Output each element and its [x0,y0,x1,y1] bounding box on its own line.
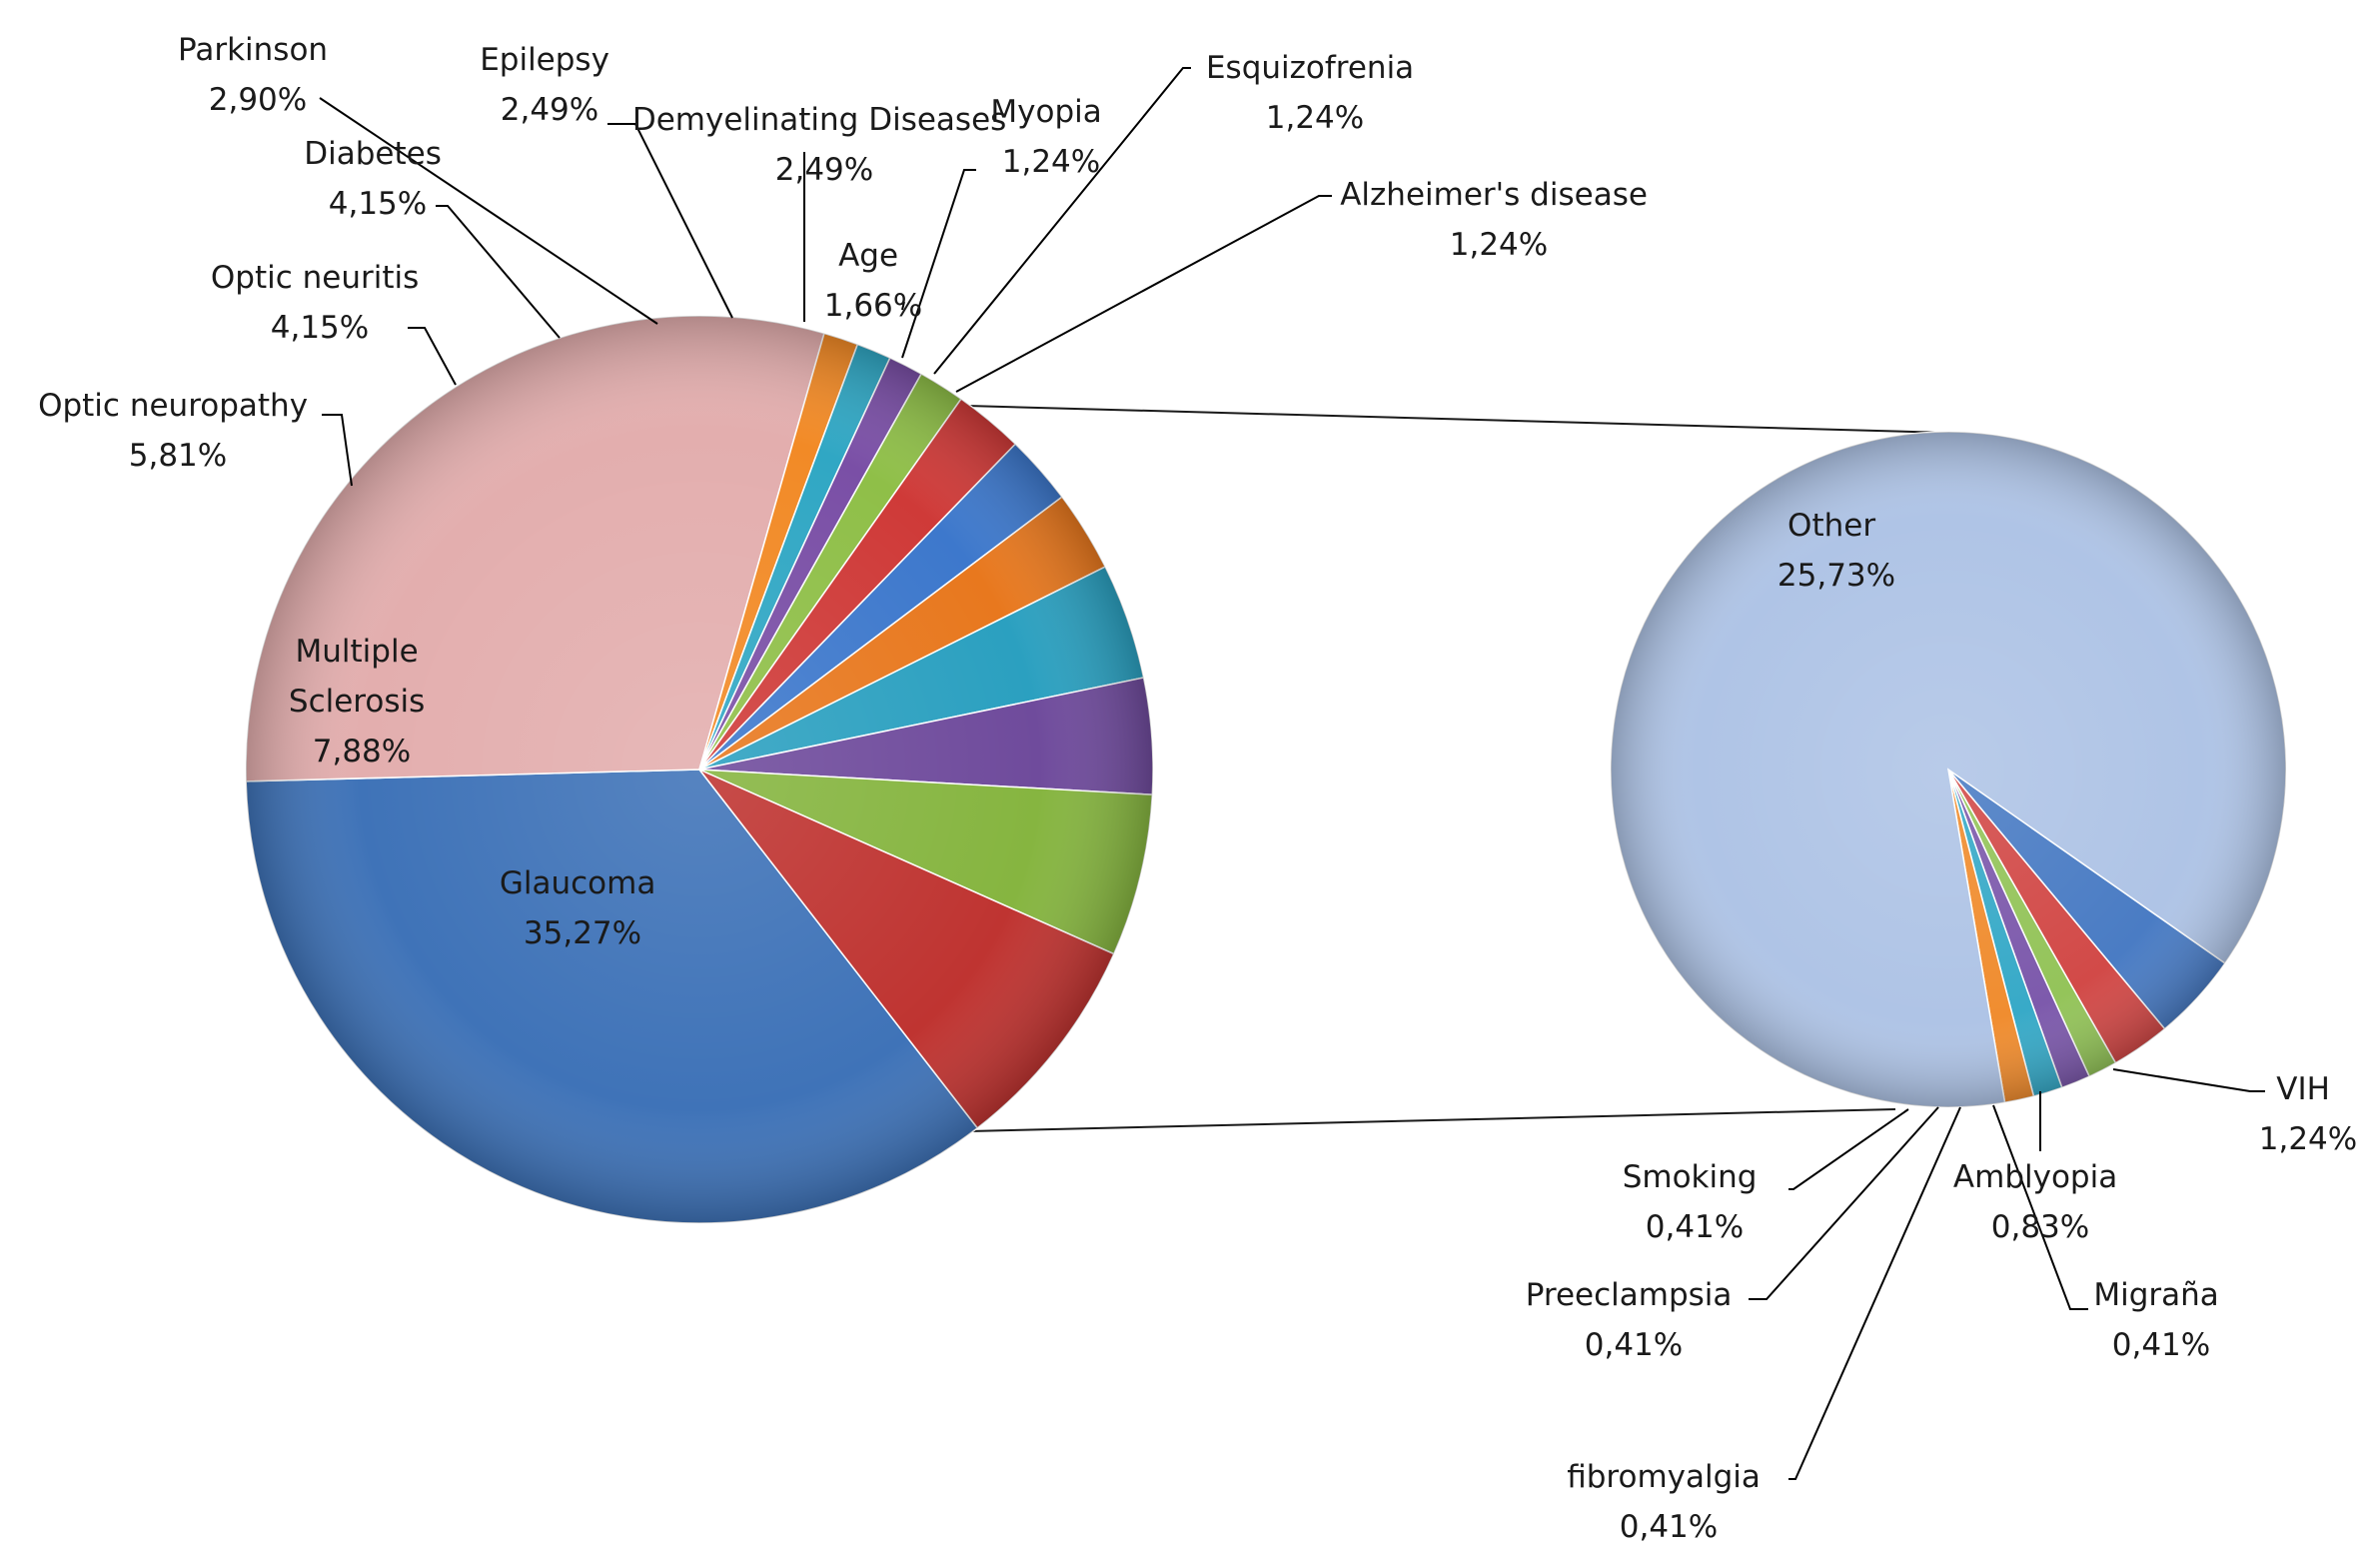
label-multiple-sclerosis-line1: Multiple [296,634,419,670]
label-age-value: 1,66% [824,288,922,324]
label-amblyopia: Amblyopia 0,83% [1953,1159,2127,1245]
label-optic-neuropathy-name: Optic neuropathy [38,388,308,424]
connector-line-top [966,405,1951,434]
label-multiple-sclerosis-value: 7,88% [313,734,411,770]
label-optic-neuritis-name: Optic neuritis [211,260,419,296]
label-diabetes-value: 4,15% [329,186,427,222]
leader-migrana [1992,1104,2088,1310]
leader-parkinson [319,97,658,325]
leader-diabetes [436,205,561,339]
label-age-name: Age [838,238,898,274]
label-other-name: Other [1787,508,1875,544]
leader-myopia [901,169,976,359]
leader-esquizofrenia [933,67,1191,375]
label-epilepsy-name: Epilepsy [480,42,609,78]
label-diabetes-name: Diabetes [304,136,442,172]
leader-vih [2112,1068,2265,1092]
label-myopia-name: Myopia [990,94,1101,130]
label-amblyopia-name: Amblyopia [1953,1159,2117,1195]
label-glaucoma-name: Glaucoma [500,865,655,901]
label-optic-neuropathy: Optic neuropathy 5,81% [38,388,318,474]
connector-line-bottom [968,1108,1896,1132]
leader-alzheimer [955,195,1332,393]
label-preeclampsia: Preeclampsia 0,41% [1526,1277,1743,1363]
label-amblyopia-value: 0,83% [1991,1209,2089,1245]
label-vih-name: VIH [2276,1071,2330,1107]
label-esquizofrenia: Esquizofrenia 1,24% [1206,50,1424,136]
label-multiple-sclerosis-line2: Sclerosis [289,684,425,720]
label-other: Other 25,73% [1778,508,1895,594]
label-migrana-name: Migraña [2093,1277,2218,1313]
label-optic-neuropathy-value: 5,81% [129,438,227,474]
label-parkinson-value: 2,90% [209,82,307,118]
leader-fibromyalgia [1788,1106,1961,1480]
label-multiple-sclerosis: Multiple Sclerosis 7,88% [289,634,435,770]
label-preeclampsia-name: Preeclampsia [1526,1277,1733,1313]
pie-connector-lines [966,405,1951,1132]
main-pie-shading [246,316,1153,1223]
leader-optic-neuropathy [322,414,353,487]
label-alzheimer-value: 1,24% [1450,227,1548,263]
label-epilepsy: Epilepsy 2,49% [480,42,619,128]
label-smoking-name: Smoking [1623,1159,1758,1195]
label-smoking: Smoking 0,41% [1623,1159,1768,1245]
label-leader-lines [319,67,2265,1480]
label-alzheimer: Alzheimer's disease 1,24% [1340,177,1658,263]
label-migrana: Migraña 0,41% [2093,1277,2228,1363]
leader-preeclampsia [1749,1106,1939,1300]
leader-age [901,301,905,311]
label-migrana-value: 0,41% [2112,1327,2210,1363]
label-alzheimer-name: Alzheimer's disease [1340,177,1648,213]
leader-optic-neuritis [408,327,457,386]
label-demyelinating-name: Demyelinating Diseases [632,102,1006,138]
label-fibromyalgia-value: 0,41% [1620,1509,1718,1545]
label-glaucoma-value: 35,27% [524,915,641,951]
label-fibromyalgia-name: fibromyalgia [1567,1459,1761,1495]
label-optic-neuritis: Optic neuritis 4,15% [211,260,429,346]
label-myopia-value: 1,24% [1002,144,1100,180]
label-preeclampsia-value: 0,41% [1585,1327,1683,1363]
label-optic-neuritis-value: 4,15% [271,310,369,346]
leader-smoking [1788,1108,1909,1190]
label-demyelinating-value: 2,49% [775,152,873,188]
leader-epilepsy [607,123,733,319]
label-diabetes: Diabetes 4,15% [304,136,451,222]
label-myopia: Myopia 1,24% [990,94,1111,180]
label-vih: VIH 1,24% [2259,1071,2357,1157]
label-esquizofrenia-name: Esquizofrenia [1206,50,1414,86]
label-vih-value: 1,24% [2259,1121,2357,1157]
label-glaucoma: Glaucoma 35,27% [500,865,665,951]
label-epilepsy-value: 2,49% [501,92,598,128]
label-other-value: 25,73% [1778,558,1895,594]
label-esquizofrenia-value: 1,24% [1266,100,1364,136]
data-labels: Parkinson 2,90% Epilepsy 2,49% Demyelina… [38,32,2357,1545]
label-parkinson: Parkinson 2,90% [178,32,338,118]
label-age: Age 1,66% [824,238,922,324]
secondary-pie-shading [1611,432,2286,1107]
label-demyelinating: Demyelinating Diseases 2,49% [632,102,1016,188]
label-fibromyalgia: fibromyalgia 0,41% [1567,1459,1771,1545]
label-parkinson-name: Parkinson [178,32,328,68]
label-smoking-value: 0,41% [1646,1209,1744,1245]
